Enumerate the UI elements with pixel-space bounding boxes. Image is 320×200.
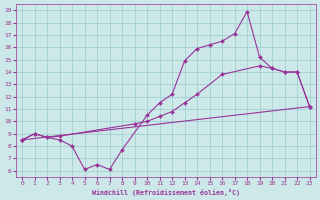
X-axis label: Windchill (Refroidissement éolien,°C): Windchill (Refroidissement éolien,°C) — [92, 189, 240, 196]
